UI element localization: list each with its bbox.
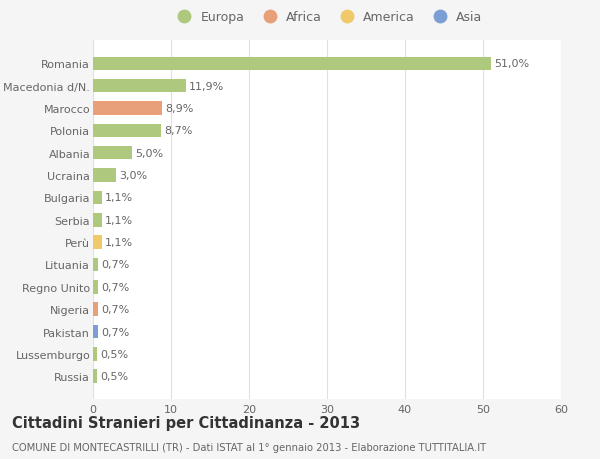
Bar [93,280,98,294]
Bar [93,369,97,383]
Text: 0,7%: 0,7% [101,282,130,292]
Text: 51,0%: 51,0% [494,59,529,69]
Bar [93,236,101,249]
Text: COMUNE DI MONTECASTRILLI (TR) - Dati ISTAT al 1° gennaio 2013 - Elaborazione TUT: COMUNE DI MONTECASTRILLI (TR) - Dati IST… [12,442,486,452]
Text: 1,1%: 1,1% [105,193,133,203]
Text: 0,7%: 0,7% [101,304,130,314]
Text: 1,1%: 1,1% [105,238,133,247]
Text: 11,9%: 11,9% [189,82,224,91]
Bar [93,57,491,71]
Bar [93,191,101,205]
Bar [93,80,186,93]
Text: 3,0%: 3,0% [119,171,148,181]
Bar [93,303,98,316]
Text: Cittadini Stranieri per Cittadinanza - 2013: Cittadini Stranieri per Cittadinanza - 2… [12,415,360,431]
Bar [93,147,132,160]
Text: 0,5%: 0,5% [100,371,128,381]
Text: 1,1%: 1,1% [105,215,133,225]
Bar [93,213,101,227]
Bar [93,347,97,361]
Text: 5,0%: 5,0% [135,148,163,158]
Bar [93,124,161,138]
Text: 8,9%: 8,9% [166,104,194,114]
Text: 8,7%: 8,7% [164,126,193,136]
Text: 0,5%: 0,5% [100,349,128,359]
Bar [93,102,163,116]
Legend: Europa, Africa, America, Asia: Europa, Africa, America, Asia [167,6,487,29]
Bar [93,258,98,272]
Text: 0,7%: 0,7% [101,260,130,270]
Bar [93,169,116,182]
Bar [93,325,98,338]
Text: 0,7%: 0,7% [101,327,130,337]
